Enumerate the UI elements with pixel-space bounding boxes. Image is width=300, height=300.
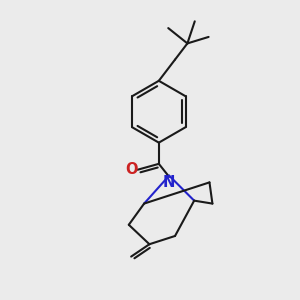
Text: N: N: [163, 175, 175, 190]
Text: O: O: [125, 162, 137, 177]
